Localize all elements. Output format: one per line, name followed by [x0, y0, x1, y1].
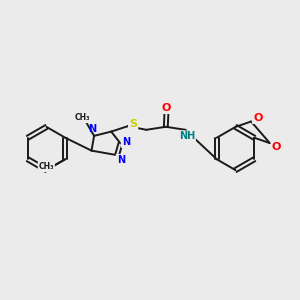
Text: S: S: [129, 119, 137, 129]
Text: NH: NH: [179, 131, 195, 141]
Text: O: O: [253, 113, 262, 123]
Text: O: O: [162, 103, 171, 113]
Text: O: O: [272, 142, 281, 152]
Text: N: N: [122, 137, 130, 147]
Text: CH₃: CH₃: [39, 162, 54, 171]
Text: N: N: [117, 155, 125, 165]
Text: N: N: [88, 124, 97, 134]
Text: CH₃: CH₃: [74, 113, 90, 122]
